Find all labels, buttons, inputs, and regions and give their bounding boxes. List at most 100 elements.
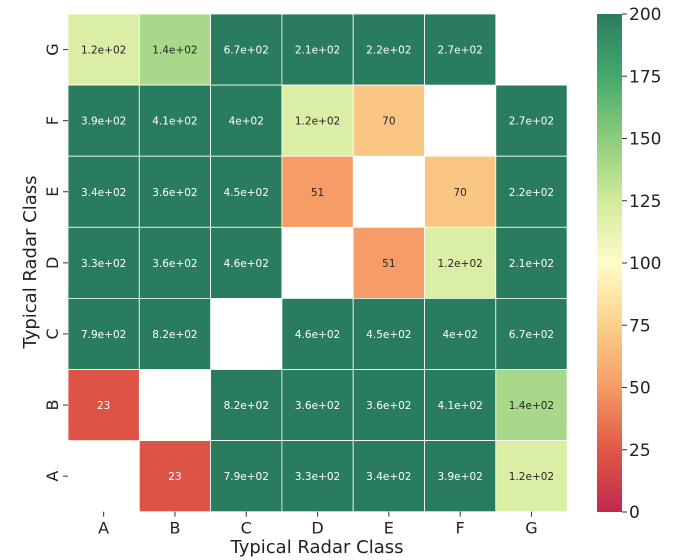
cell-value-label: 4.5e+02: [224, 187, 269, 199]
cell-value-label: 4e+02: [229, 116, 264, 128]
cell-value-label: 8.2e+02: [224, 400, 269, 412]
heatmap-cell: [424, 13, 497, 86]
heatmap-cell: [352, 226, 425, 299]
y-tick-label: E: [43, 187, 62, 197]
cell-value-label: 70: [382, 116, 395, 128]
heatmap-cell: [424, 369, 497, 441]
x-tick-label: F: [456, 519, 465, 538]
cell-value-label: 1.2e+02: [437, 258, 482, 270]
cell-value-label: 4e+02: [442, 329, 477, 341]
cell-value-label: 3.6e+02: [366, 400, 411, 412]
heatmap-cell: [352, 440, 425, 513]
heatmap-cell: [138, 84, 212, 157]
heatmap-cell: [210, 13, 283, 86]
cell-value-label: 1.2e+02: [81, 45, 126, 57]
cell-value-label: 4.6e+02: [295, 329, 340, 341]
colorbar-tick-label: 175: [629, 67, 661, 87]
cell-value-label: 4.6e+02: [224, 258, 269, 270]
axis-ticks: A B C D E F G G F E D C B A: [43, 43, 538, 537]
heatmap-cell: [281, 297, 354, 370]
cell-value-label: 23: [168, 471, 181, 483]
cell-value-label: 3.6e+02: [152, 258, 197, 270]
cell-value-label: 1.4e+02: [152, 45, 197, 57]
colorbar-tick-label: 100: [629, 254, 661, 274]
cell-value-label: 3.6e+02: [152, 187, 197, 199]
heatmap-cell: [67, 226, 140, 299]
cell-value-label: 4.1e+02: [437, 400, 482, 412]
cell-value-label: 7.9e+02: [81, 329, 126, 341]
heatmap-cell: [138, 226, 212, 299]
heatmap-cell: [495, 155, 568, 228]
heatmap-cell: [424, 155, 497, 228]
cell-value-label: 8.2e+02: [152, 329, 197, 341]
cell-value-label: 70: [453, 187, 466, 199]
cell-value-label: 51: [311, 187, 324, 199]
heatmap-cell: [352, 297, 425, 370]
y-tick-label: G: [43, 43, 62, 55]
heatmap-cell: [67, 297, 140, 370]
heatmap-cell: [138, 440, 212, 513]
heatmap-cell: [210, 155, 283, 228]
cell-value-label: 3.3e+02: [81, 258, 126, 270]
cell-value-label: 23: [97, 400, 110, 412]
colorbar-tick-label: 0: [629, 503, 640, 523]
colorbar: [597, 14, 622, 512]
cell-value-label: 6.7e+02: [509, 329, 554, 341]
cell-value-label: 51: [382, 258, 395, 270]
x-tick-label: E: [384, 519, 394, 538]
heatmap-cell: [495, 226, 568, 299]
cell-value-label: 2.7e+02: [437, 45, 482, 57]
heatmap-cell: [67, 369, 140, 441]
heatmap-cell: [424, 226, 497, 299]
cell-value-label: 2.1e+02: [509, 258, 554, 270]
cell-value-label: 3.6e+02: [295, 400, 340, 412]
cell-value-label: 1.2e+02: [295, 116, 340, 128]
heatmap-cell: [281, 155, 354, 228]
heatmap-cell: [352, 84, 425, 157]
colorbar-tick-label: 50: [629, 379, 651, 399]
colorbar-tick-label: 150: [629, 130, 661, 150]
heatmap-cell: [67, 13, 140, 86]
cell-value-label: 3.9e+02: [437, 471, 482, 483]
x-tick-label: B: [169, 519, 180, 538]
cell-value-label: 2.2e+02: [366, 45, 411, 57]
y-tick-label: C: [43, 328, 62, 339]
y-tick-label: D: [43, 257, 62, 269]
heatmap-cell: [495, 440, 568, 513]
cell-value-label: 3.4e+02: [366, 471, 411, 483]
y-tick-label: A: [43, 471, 62, 482]
x-axis-label: Typical Radar Class: [230, 537, 404, 558]
heatmap-cell: [495, 84, 568, 157]
cell-value-label: 4.5e+02: [366, 329, 411, 341]
colorbar-tick-label: 75: [629, 316, 651, 336]
cell-value-label: 4.1e+02: [152, 116, 197, 128]
heatmap-cell: [424, 297, 497, 370]
colorbar-tick-label: 25: [629, 441, 651, 461]
cell-value-label: 3.9e+02: [81, 116, 126, 128]
cell-value-label: 2.2e+02: [509, 187, 554, 199]
cell-value-label: 1.4e+02: [509, 400, 554, 412]
cell-value-label: 2.7e+02: [509, 116, 554, 128]
heatmap-cell: [281, 440, 354, 513]
cell-value-label: 1.2e+02: [509, 471, 554, 483]
heatmap-cell: [138, 155, 212, 228]
colorbar-ticks: 0 25 50 75 100 125 150 175 200: [622, 5, 661, 523]
heatmap-cell: [495, 369, 568, 441]
x-tick-label: D: [311, 519, 323, 538]
heatmap-cell: [67, 155, 140, 228]
cell-value-label: 3.4e+02: [81, 187, 126, 199]
cell-value-label: 7.9e+02: [224, 471, 269, 483]
heatmap-cell: [352, 13, 425, 86]
heatmap-cell: [210, 440, 283, 513]
heatmap-cells: 1.2e+02 1.4e+02 6.7e+02 2.1e+02 2.2e+02 2.7e+…: [67, 13, 568, 513]
cell-value-label: 6.7e+02: [224, 45, 269, 57]
y-tick-label: B: [43, 400, 62, 411]
heatmap-cell: [281, 13, 354, 86]
heatmap-cell: [138, 297, 212, 370]
y-axis-label: Typical Radar Class: [20, 176, 41, 350]
y-tick-label: F: [43, 116, 62, 125]
cell-value-label: 3.3e+02: [295, 471, 340, 483]
heatmap-cell: [210, 226, 283, 299]
x-tick-label: G: [525, 519, 537, 538]
